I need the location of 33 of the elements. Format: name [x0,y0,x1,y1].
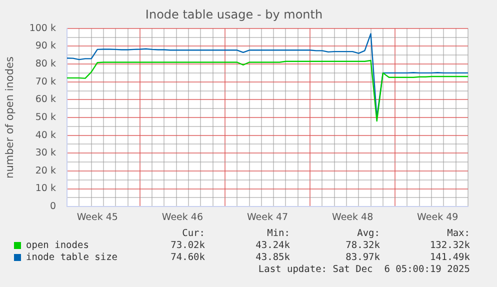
y-tick-label: 100 k [29,22,56,34]
y-tick-label: 80 k [35,58,56,70]
y-tick-label: 60 k [35,94,56,106]
text: 74.60k [170,252,205,263]
y-tick-label: 70 k [35,76,56,88]
chart-title: Inode table usage - by month [145,7,323,22]
text: Cur: [182,228,205,239]
text: 78.32k [346,240,380,251]
text: 43.85k [256,252,290,263]
y-tick-label: 90 k [35,40,56,52]
text: 83.97k [346,252,380,263]
x-tick-label: Week 47 [246,212,288,223]
text: Max: [447,228,470,239]
text: Last update: Sat Dec 6 05:00:19 2025 [258,264,470,275]
x-tick-label: Week 45 [76,212,118,223]
y-tick-label: 30 k [35,148,56,159]
y-tick-label: 0 [50,201,56,212]
y-tick-label: 50 k [35,112,56,123]
text: 132.32k [430,240,470,251]
text: Avg: [357,228,380,239]
legend-label: inode table size [25,252,118,263]
text: 141.49k [430,252,470,263]
text: 73.02k [170,240,205,251]
y-axis-title: number of open inodes [4,56,16,178]
text: Min: [267,228,290,239]
y-tick-label: 10 k [35,183,56,194]
text: 43.24k [256,240,290,251]
x-tick-label: Week 48 [332,212,374,223]
x-tick-label: Week 49 [417,212,458,223]
y-tick-label: 40 k [35,130,56,141]
y-tick-label: 20 k [35,165,56,176]
x-tick-label: Week 46 [162,212,204,223]
legend-label: open inodes [25,240,89,251]
